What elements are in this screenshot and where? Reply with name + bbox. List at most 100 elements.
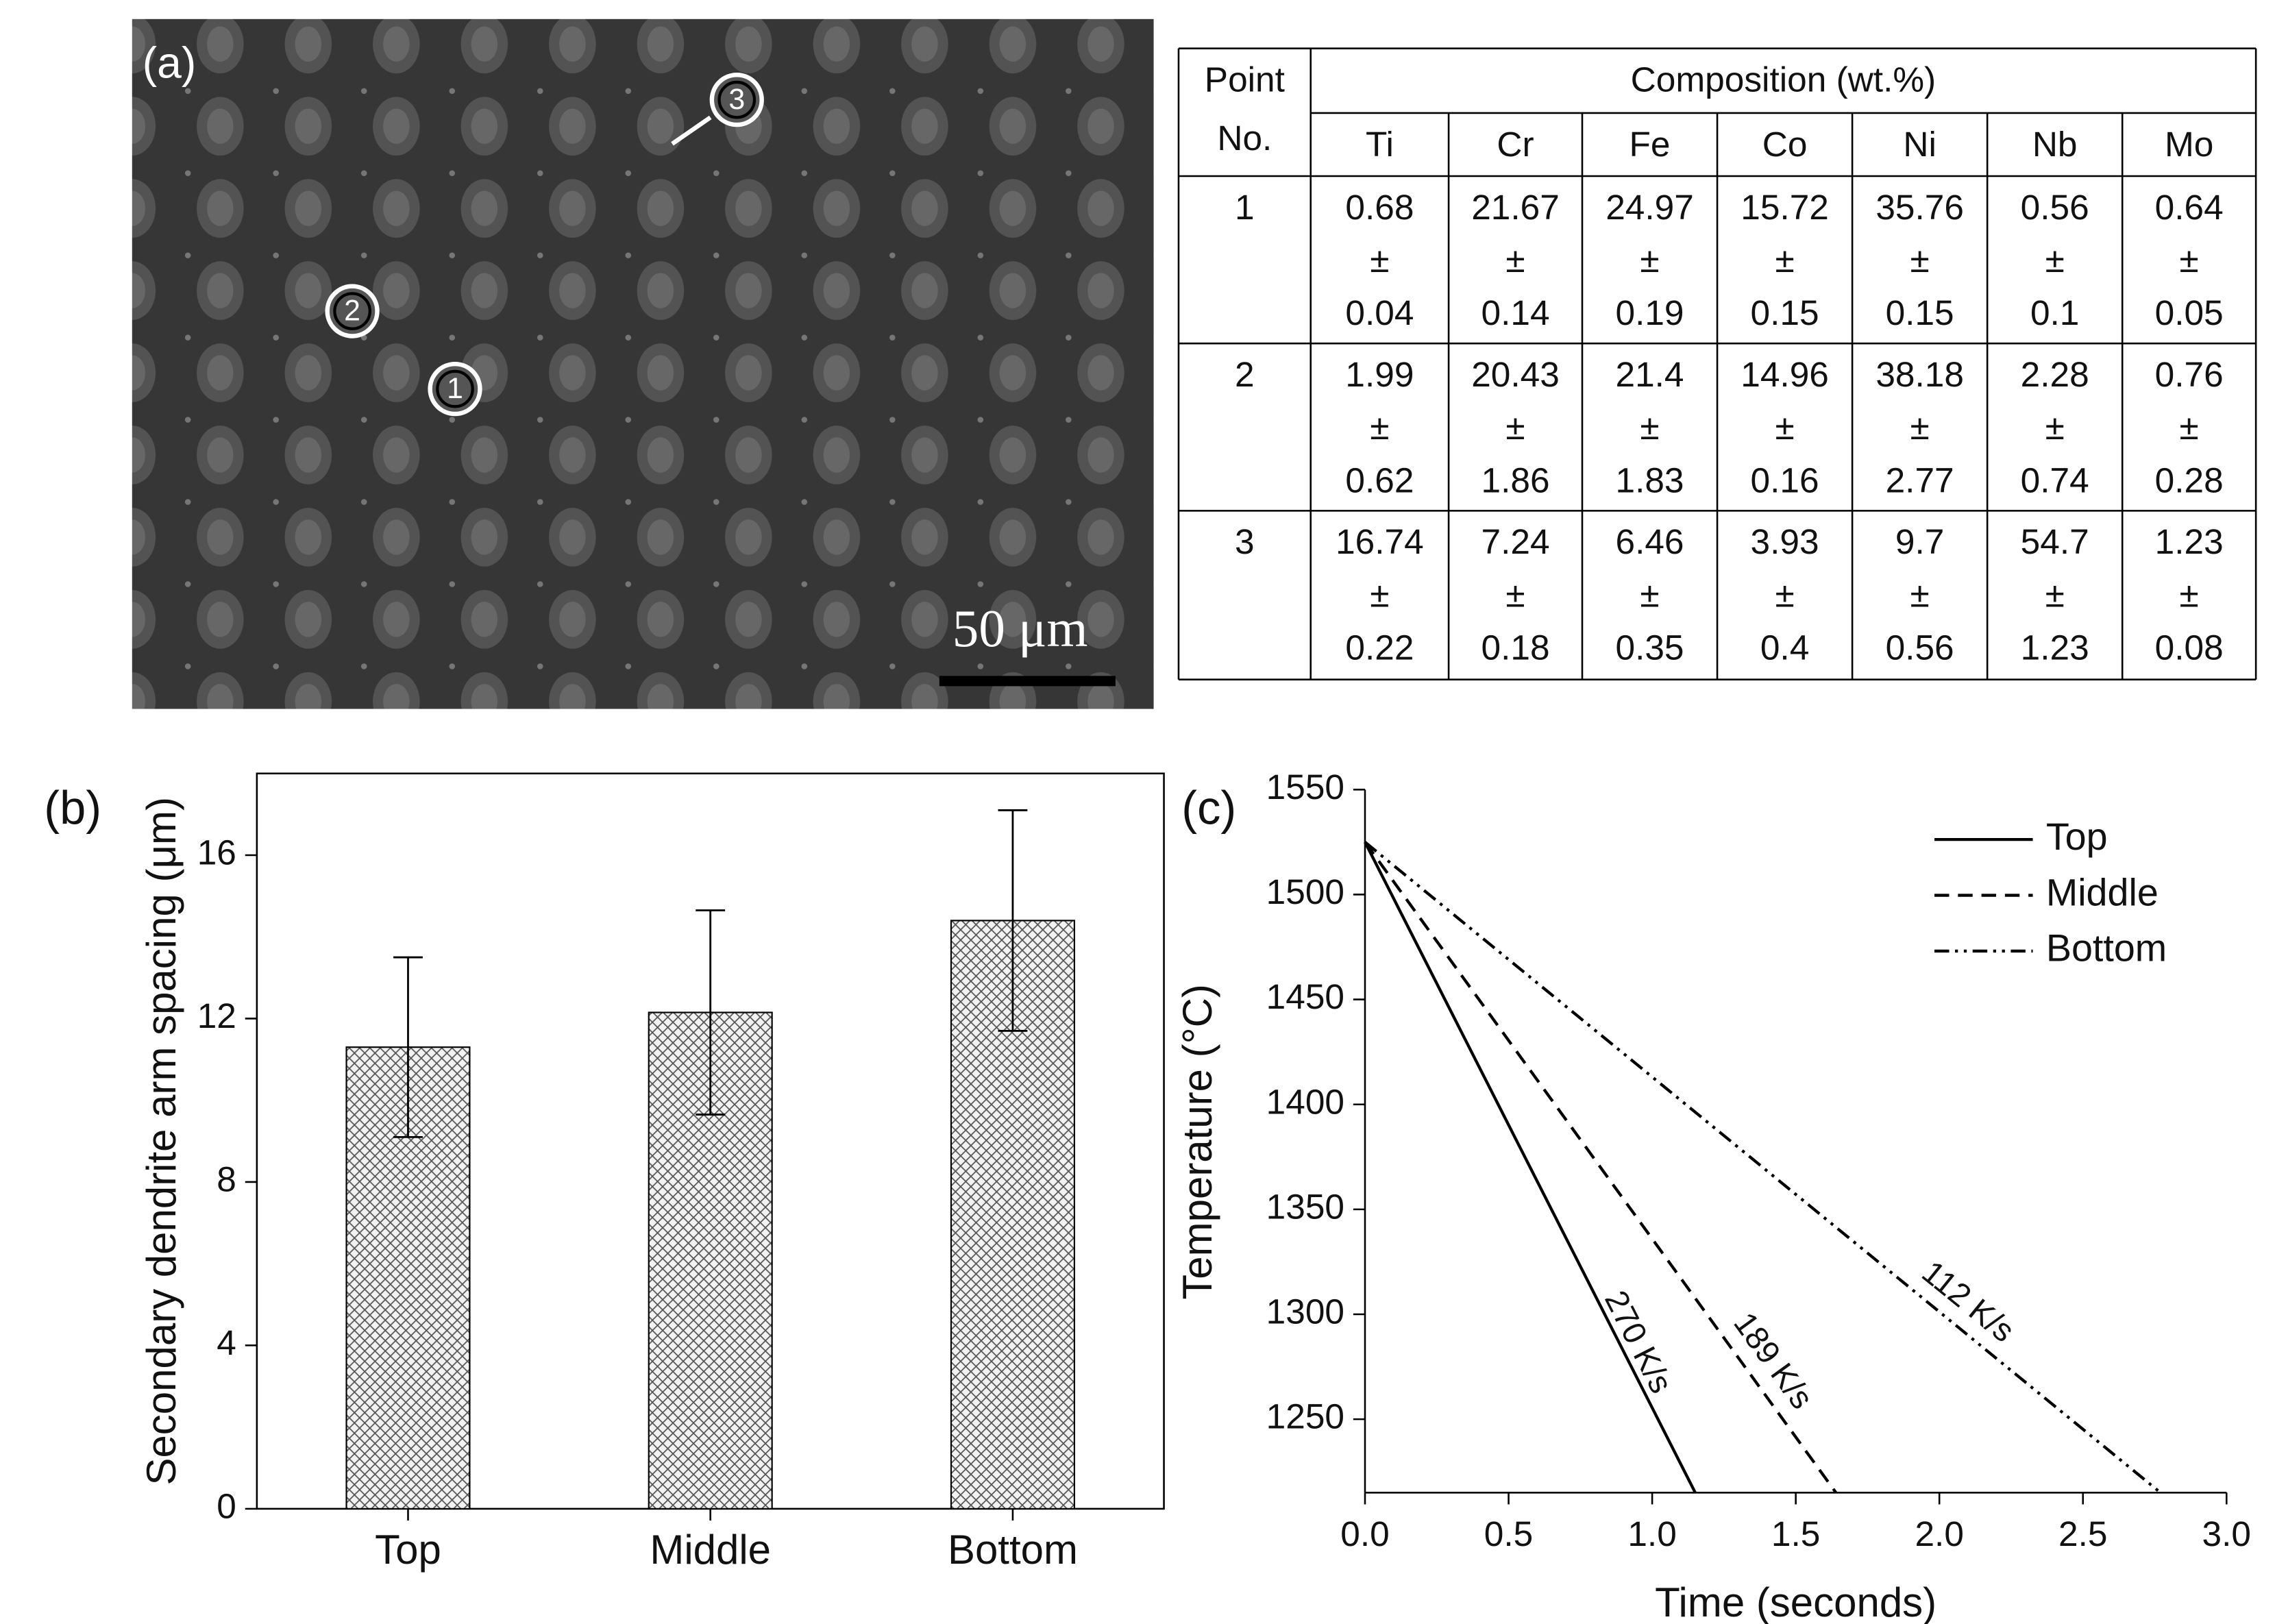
mean: 20.43 (1471, 354, 1560, 394)
y-tick-label: 1450 (1266, 976, 1344, 1016)
marker-circle (436, 369, 474, 408)
std-dev: 0.08 (2155, 627, 2224, 667)
std-dev: 0.74 (2021, 460, 2089, 500)
std-dev: 0.56 (1886, 627, 1954, 667)
std-dev: 0.35 (1616, 627, 1684, 667)
pm-sign: ± (1505, 240, 1525, 280)
marker-circle (717, 80, 757, 119)
mean: 16.74 (1336, 521, 1424, 561)
std-dev: 0.15 (1751, 293, 1819, 332)
rate-annotation: 270 K/s (1598, 1285, 1680, 1399)
y-tick-label: 12 (197, 996, 236, 1035)
series-line (1364, 841, 1697, 1494)
std-dev: 0.14 (1481, 293, 1550, 332)
mean: 1.99 (1345, 354, 1414, 394)
mean: 9.7 (1895, 521, 1944, 561)
marker-circle (333, 292, 371, 330)
x-tick-label: 2.5 (2058, 1514, 2107, 1553)
std-dev: 0.1 (2030, 293, 2079, 332)
composition-table: Point No. Composition (wt.%) Ti Cr Fe Co Ni Nb Mo… (1177, 47, 2257, 680)
sem-shade (132, 19, 1154, 709)
x-tick-label: 0.5 (1484, 1514, 1533, 1553)
mean: 38.18 (1876, 354, 1964, 394)
legend-label: Top (2046, 815, 2108, 858)
marker-label: 3 (728, 83, 745, 116)
std-dev: 0.62 (1345, 460, 1414, 500)
mean: 0.56 (2021, 187, 2089, 227)
x-tick-label: Top (375, 1527, 441, 1573)
mean: 24.97 (1606, 187, 1694, 227)
pm-sign: ± (2180, 407, 2199, 447)
marker-label: 2 (344, 295, 360, 328)
mean: 14.96 (1741, 354, 1829, 394)
std-dev: 1.23 (2021, 627, 2089, 667)
table-header: Composition (wt.%) (1631, 60, 1936, 99)
mean: 3.93 (1751, 521, 1819, 561)
x-tick-label: 0.0 (1340, 1514, 1389, 1553)
y-tick-label: 0 (217, 1486, 236, 1525)
table-header: No. (1217, 118, 1272, 158)
y-tick-label: 1300 (1266, 1292, 1344, 1331)
panel-label: (b) (44, 782, 101, 835)
sem-image (132, 19, 1154, 709)
std-dev: 0.04 (1345, 293, 1414, 332)
legend-label: Middle (2046, 871, 2159, 913)
pm-sign: ± (1640, 574, 1659, 614)
pm-sign: ± (2180, 574, 2199, 614)
y-tick-label: 1350 (1266, 1186, 1344, 1226)
micrograph: (a) 50 μm 1 2 3 (132, 19, 1154, 709)
x-tick-label: 3.0 (2202, 1514, 2251, 1553)
std-dev: 0.4 (1760, 627, 1809, 667)
x-tick-label: Bottom (948, 1527, 1078, 1573)
panel-label: (a) (143, 38, 197, 87)
series-line (1364, 841, 2162, 1494)
column-header: Nb (2032, 124, 2078, 164)
std-dev: 1.83 (1616, 460, 1684, 500)
column-header: Ti (1366, 124, 1394, 164)
column-header: Co (1762, 124, 1808, 164)
column-header: Cr (1497, 124, 1534, 164)
std-dev: 0.15 (1886, 293, 1954, 332)
y-tick-label: 16 (197, 833, 236, 872)
y-tick-label: 1550 (1266, 767, 1344, 807)
std-dev: 0.18 (1481, 627, 1550, 667)
pm-sign: ± (1775, 407, 1794, 447)
point-number: 2 (1235, 354, 1255, 394)
std-dev: 0.19 (1616, 293, 1684, 332)
y-axis-label: Secondary dendrite arm spacing (μm) (138, 797, 184, 1485)
panel-label: (c) (1181, 782, 1236, 835)
y-tick-label: 1500 (1266, 872, 1344, 911)
point-number: 3 (1235, 521, 1255, 561)
column-header: Fe (1630, 124, 1671, 164)
mean: 15.72 (1741, 187, 1829, 227)
column-header: Ni (1903, 124, 1936, 164)
pm-sign: ± (1370, 407, 1389, 447)
mean: 21.67 (1471, 187, 1560, 227)
std-dev: 0.28 (2155, 460, 2224, 500)
pm-sign: ± (1505, 574, 1525, 614)
std-dev: 0.16 (1751, 460, 1819, 500)
std-dev: 2.77 (1886, 460, 1954, 500)
y-tick-label: 4 (217, 1322, 236, 1362)
column-header: Mo (2165, 124, 2213, 164)
pm-sign: ± (1910, 407, 1930, 447)
std-dev: 0.05 (2155, 293, 2224, 332)
x-tick-label: 2.0 (1915, 1514, 1963, 1553)
y-axis-label: Temperature (°C) (1175, 984, 1220, 1300)
marker-label: 1 (447, 372, 463, 405)
rate-annotation: 112 K/s (1915, 1253, 2021, 1349)
pm-sign: ± (1640, 407, 1659, 447)
x-tick-label: Middle (650, 1527, 771, 1573)
y-tick-label: 8 (217, 1159, 236, 1199)
scale-bar-label: 50 μm (952, 599, 1088, 658)
pm-sign: ± (1370, 240, 1389, 280)
mean: 0.64 (2155, 187, 2224, 227)
y-tick-label: 1250 (1266, 1397, 1344, 1436)
mean: 21.4 (1616, 354, 1684, 394)
std-dev: 1.86 (1481, 460, 1550, 500)
pm-sign: ± (2045, 574, 2065, 614)
series-line (1364, 841, 1838, 1494)
x-axis-label: Time (seconds) (1655, 1579, 1936, 1624)
x-tick-label: 1.0 (1627, 1514, 1676, 1553)
